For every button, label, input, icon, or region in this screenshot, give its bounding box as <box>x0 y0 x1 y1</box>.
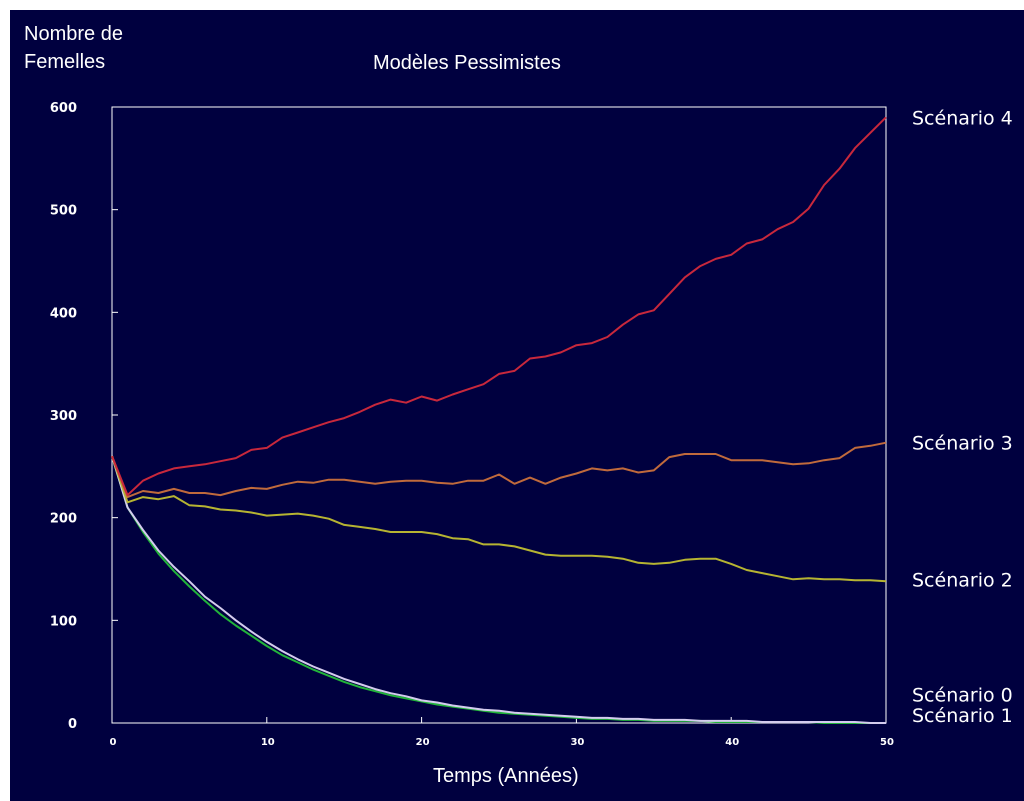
x-tick-label-40: 40 <box>725 737 739 748</box>
x-tick-label-20: 20 <box>416 737 430 748</box>
x-tick-label-30: 30 <box>570 737 584 748</box>
y-tick-label-600: 600 <box>50 101 77 116</box>
series-label-scenario-1: Scénario 1 <box>912 705 1013 727</box>
y-tick-label-100: 100 <box>50 614 77 629</box>
series-line-scenario-1 <box>111 455 886 724</box>
y-tick-label-500: 500 <box>50 204 77 219</box>
series-line-scenario-0 <box>111 455 886 724</box>
x-axis-label: Temps (Années) <box>433 765 579 787</box>
series-line-scenario-4 <box>111 116 887 497</box>
plot-area-frame <box>111 106 887 724</box>
x-tick-label-10: 10 <box>261 737 275 748</box>
series-label-scenario-4: Scénario 4 <box>912 107 1013 129</box>
chart-panel <box>10 10 1024 801</box>
series-line-scenario-2 <box>111 455 887 583</box>
chart-title: Modèles Pessimistes <box>373 52 561 74</box>
y-tick-label-300: 300 <box>50 409 77 424</box>
series-line-scenario-3 <box>111 441 887 499</box>
y-tick-label-200: 200 <box>50 512 77 527</box>
y-tick-label-400: 400 <box>50 306 77 321</box>
y-axis-label-line-1: Nombre de <box>24 23 123 45</box>
series-label-scenario-3: Scénario 3 <box>912 433 1013 455</box>
y-tick-label-0: 0 <box>68 717 77 732</box>
y-axis-label-line-2: Femelles <box>24 51 106 73</box>
y-axis-label: Nombre de Femelles <box>24 20 123 76</box>
x-tick-label-50: 50 <box>880 737 894 748</box>
x-tick-label-0: 0 <box>110 737 117 748</box>
series-label-scenario-0: Scénario 0 <box>912 684 1013 706</box>
series-label-scenario-2: Scénario 2 <box>912 569 1013 591</box>
